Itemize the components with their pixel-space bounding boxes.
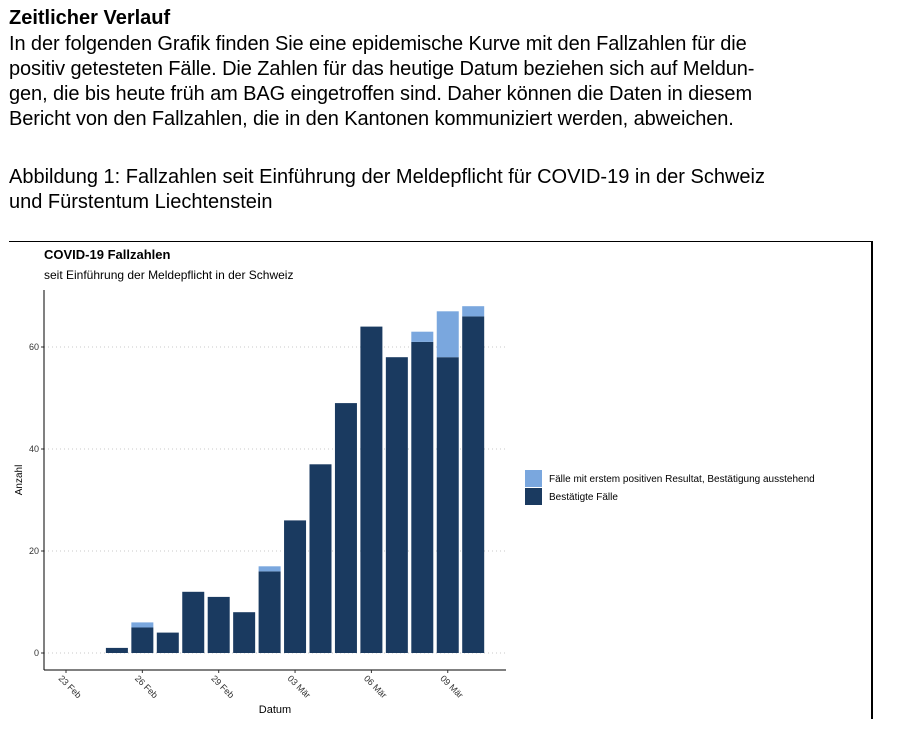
chart-title: COVID-19 Fallzahlen — [44, 247, 170, 262]
chart-subtitle: seit Einführung der Meldepflicht in der … — [44, 268, 293, 282]
confirmed-bar — [385, 357, 408, 653]
legend-swatch — [525, 488, 542, 505]
pending-bar — [436, 311, 459, 358]
confirmed-bar — [411, 341, 434, 653]
y-tick-label: 60 — [29, 342, 39, 352]
x-tick-label: 29 Feb — [209, 673, 236, 700]
legend-label: Bestätigte Fälle — [549, 492, 618, 503]
bars-layer — [105, 306, 485, 653]
pending-bar — [131, 622, 154, 628]
y-axis-title: Anzahl — [14, 465, 25, 496]
pending-bar — [411, 331, 434, 342]
confirmed-bar — [131, 627, 154, 653]
y-tick-label: 0 — [34, 648, 39, 658]
y-tick-label: 20 — [29, 546, 39, 556]
document-heading: Zeitlicher Verlauf — [9, 7, 171, 29]
x-axis-title: Datum — [259, 704, 291, 716]
legend-layer: Fälle mit erstem positiven Resultat, Bes… — [525, 470, 815, 505]
confirmed-bar — [233, 612, 256, 653]
confirmed-bar — [462, 316, 485, 653]
caption-line: und Fürstentum Liechtenstein — [9, 191, 273, 213]
confirmed-bar — [360, 326, 383, 653]
chart-frame — [9, 241, 873, 719]
intro-line: gen, die bis heute früh am BAG eingetrof… — [9, 83, 753, 105]
confirmed-bar — [436, 357, 459, 653]
caption-line: Abbildung 1: Fallzahlen seit Einführung … — [9, 166, 765, 188]
y-tick-label: 40 — [29, 444, 39, 454]
intro-paragraph: In der folgenden Grafik finden Sie eine … — [9, 32, 879, 132]
intro-line: Bericht von den Fallzahlen, die in den K… — [9, 108, 734, 130]
pending-bar — [258, 566, 281, 572]
x-tick-label: 09 Mär — [438, 673, 465, 700]
confirmed-bar — [105, 647, 128, 653]
confirmed-bar — [258, 571, 281, 653]
confirmed-bar — [334, 403, 357, 653]
confirmed-bar — [309, 464, 332, 653]
confirmed-bar — [156, 632, 179, 653]
legend-label: Fälle mit erstem positiven Resultat, Bes… — [549, 474, 815, 485]
confirmed-bar — [284, 520, 307, 653]
confirmed-bar — [207, 596, 230, 653]
intro-line: In der folgenden Grafik finden Sie eine … — [9, 33, 747, 55]
legend-swatch — [525, 470, 542, 487]
x-tick-label: 23 Feb — [57, 673, 84, 700]
intro-line: positiv getesteten Fälle. Die Zahlen für… — [9, 58, 755, 80]
pending-bar — [462, 306, 485, 317]
x-tick-label: 26 Feb — [133, 673, 160, 700]
confirmed-bar — [182, 591, 205, 653]
x-tick-label: 03 Mär — [286, 673, 313, 700]
figure-caption: Abbildung 1: Fallzahlen seit Einführung … — [9, 165, 889, 215]
x-tick-label: 06 Mär — [362, 673, 389, 700]
